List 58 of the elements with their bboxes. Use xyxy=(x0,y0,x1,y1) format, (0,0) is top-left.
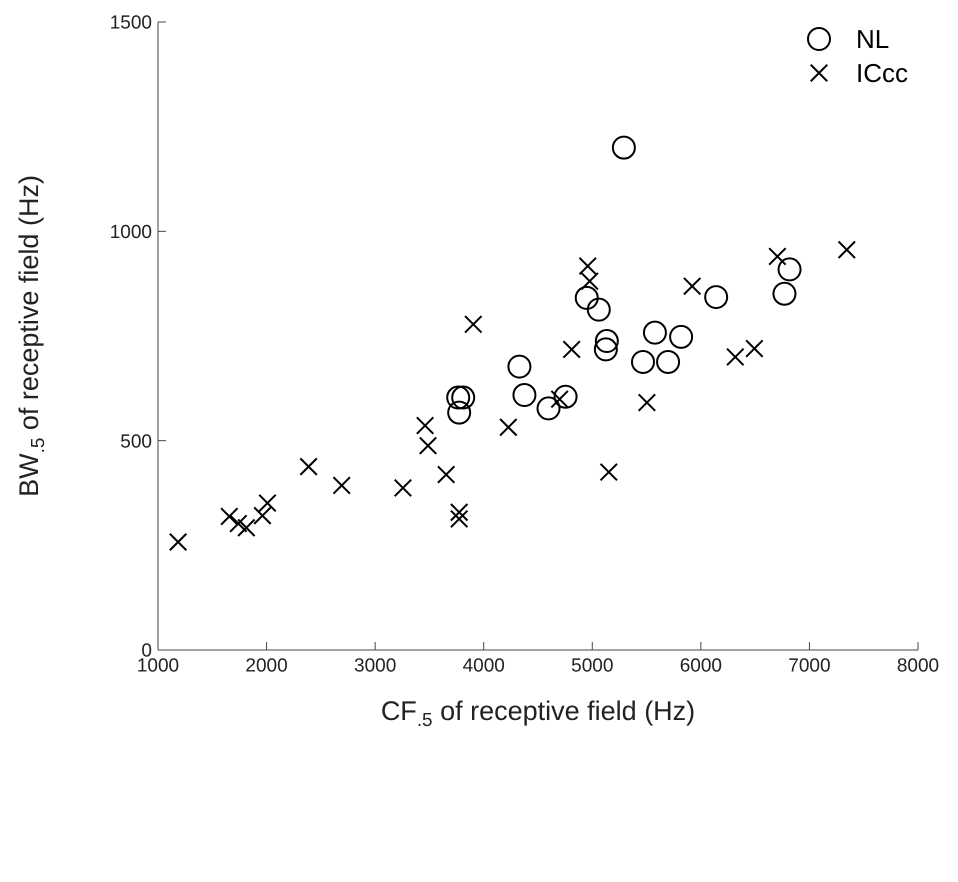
x-axis-title: CF$_{.5}$ of receptive field (Hz) xyxy=(380,696,696,731)
point xyxy=(554,384,578,409)
point xyxy=(253,506,272,525)
point xyxy=(838,240,856,260)
x-tick-label: 7000 xyxy=(788,655,831,676)
point xyxy=(594,329,619,354)
point xyxy=(642,320,667,345)
point xyxy=(237,518,256,537)
point xyxy=(778,257,802,282)
point xyxy=(418,436,438,455)
point xyxy=(450,510,468,528)
y-tick-label: 500 xyxy=(120,431,152,452)
x-tick-label: 6000 xyxy=(680,655,722,676)
point xyxy=(450,503,468,522)
point xyxy=(507,354,532,379)
point xyxy=(446,386,470,410)
point xyxy=(416,416,434,435)
point xyxy=(499,418,518,437)
x-tick-label: 8000 xyxy=(896,655,940,676)
x-tick-label: 2000 xyxy=(245,655,288,676)
point xyxy=(669,324,694,349)
point xyxy=(436,465,456,484)
x-tick-label: 3000 xyxy=(354,655,396,676)
x-tick-label: 4000 xyxy=(462,655,505,676)
point xyxy=(580,272,599,290)
point xyxy=(600,462,618,482)
legend-label: ICcc xyxy=(856,58,908,88)
point xyxy=(512,383,536,408)
point xyxy=(168,532,188,552)
point xyxy=(394,478,412,498)
y-tick-label: 1500 xyxy=(110,12,152,34)
point xyxy=(574,286,599,310)
point xyxy=(768,247,787,266)
point xyxy=(562,340,581,359)
point xyxy=(229,514,248,533)
point xyxy=(630,350,655,374)
point xyxy=(726,348,745,366)
point xyxy=(299,457,318,476)
point xyxy=(594,337,618,362)
point xyxy=(656,350,680,374)
point xyxy=(536,396,561,420)
point xyxy=(682,276,702,296)
point xyxy=(451,386,476,410)
point xyxy=(447,400,472,425)
point xyxy=(704,285,728,310)
point xyxy=(464,315,483,334)
point xyxy=(612,136,636,160)
legend-label: NL xyxy=(856,24,890,54)
x-tick-label: 5000 xyxy=(571,655,614,676)
y-tick-label: 1000 xyxy=(110,222,152,244)
point xyxy=(772,282,796,306)
point xyxy=(220,507,239,526)
point xyxy=(586,298,611,322)
point xyxy=(258,494,277,512)
point xyxy=(332,476,351,495)
point xyxy=(638,393,656,412)
point xyxy=(578,256,597,276)
point xyxy=(745,339,764,358)
